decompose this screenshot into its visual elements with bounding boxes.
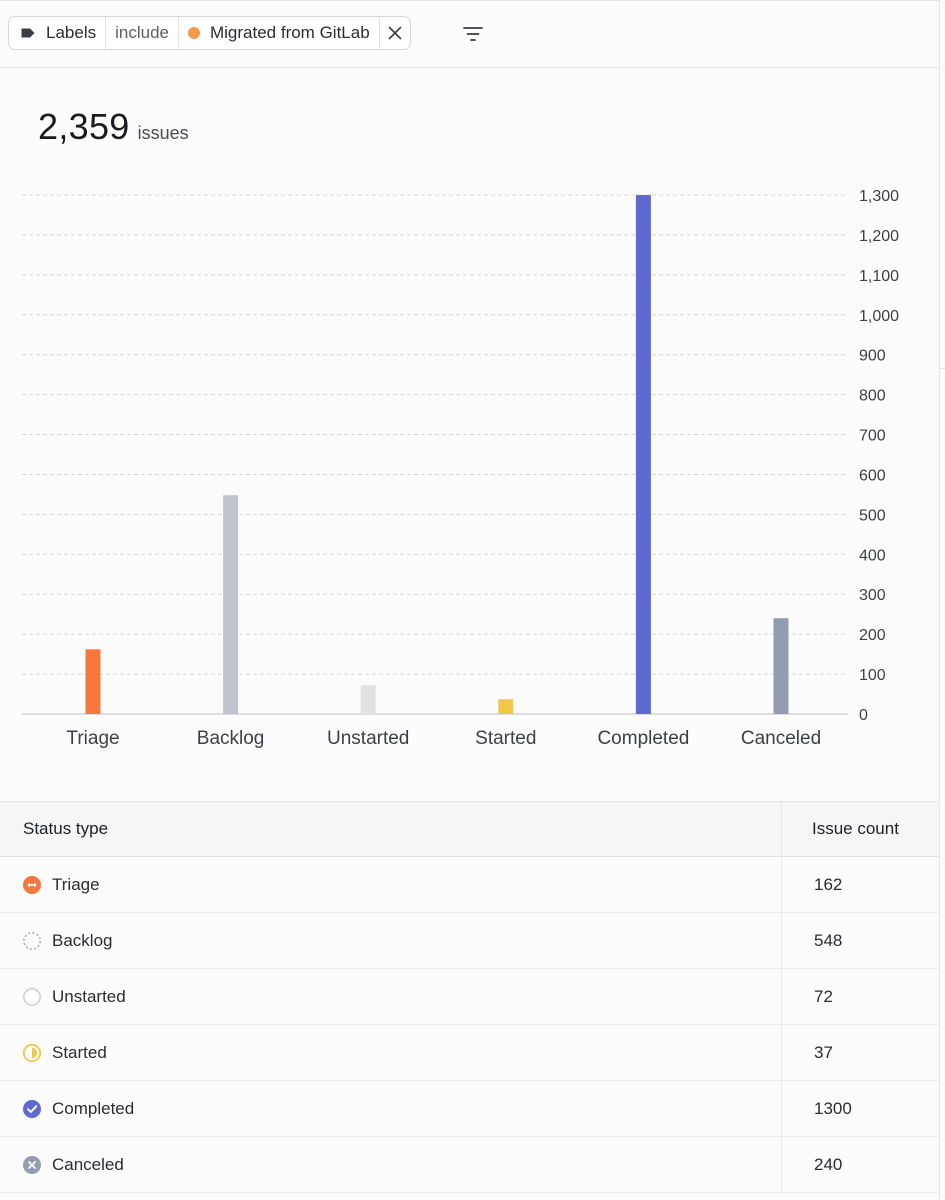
- remove-filter-button[interactable]: [380, 17, 410, 49]
- x-tick-label: Backlog: [197, 728, 265, 749]
- filter-operator-label: include: [115, 23, 169, 42]
- column-divider: [781, 1025, 782, 1080]
- issue-total: 2,359 issues: [38, 106, 189, 148]
- canceled-icon: [23, 1155, 41, 1174]
- y-tick-label: 1,000: [859, 308, 899, 325]
- status-label: Started: [52, 1042, 107, 1062]
- bar-triage[interactable]: [85, 649, 101, 714]
- status-cell: Backlog: [22, 931, 112, 951]
- issue-total-unit: issues: [137, 123, 189, 143]
- y-tick-label: 800: [859, 388, 886, 405]
- y-tick-label: 600: [859, 467, 886, 484]
- x-tick-label: Triage: [66, 728, 119, 749]
- status-label: Unstarted: [52, 986, 126, 1006]
- backlog-icon: [22, 931, 42, 950]
- column-divider: [781, 1137, 782, 1192]
- status-label: Completed: [52, 1098, 135, 1118]
- status-cell: Completed: [22, 1099, 134, 1119]
- column-divider: [781, 969, 782, 1024]
- bar-canceled[interactable]: [773, 618, 789, 714]
- issue-count: 240: [814, 1154, 843, 1174]
- filter-field-label: Labels: [46, 23, 97, 42]
- bar-unstarted[interactable]: [360, 685, 376, 714]
- x-tick-label: Unstarted: [327, 728, 409, 749]
- y-tick-label: 0: [859, 707, 868, 724]
- status-cell: Unstarted: [22, 987, 126, 1007]
- filter-operator[interactable]: include: [106, 17, 179, 49]
- unstarted-icon: [22, 987, 42, 1006]
- table-row-backlog[interactable]: Backlog 548: [0, 913, 939, 969]
- y-tick-label: 700: [859, 428, 886, 445]
- status-cell: Started: [22, 1043, 107, 1063]
- column-divider: [781, 1081, 782, 1136]
- table-row-unstarted[interactable]: Unstarted 72: [0, 969, 939, 1025]
- right-edge-divider: [939, 0, 940, 1200]
- y-tick-label: 500: [859, 507, 886, 524]
- table-row-completed[interactable]: Completed 1300: [0, 1081, 939, 1137]
- status-label: Triage: [52, 874, 100, 894]
- filter-bar: Labels include Migrated from GitLab: [0, 0, 939, 68]
- table-row-canceled[interactable]: Canceled 240: [0, 1137, 939, 1193]
- y-tick-label: 400: [859, 547, 886, 564]
- status-bar-chart: 0 100 200 300 400 500 600 700 800 900 1,000 1,100 1,…: [22, 188, 899, 749]
- started-icon: [22, 1043, 42, 1062]
- status-label: Backlog: [52, 930, 113, 950]
- issue-count: 1300: [814, 1098, 852, 1118]
- issue-count: 37: [814, 1042, 833, 1062]
- y-tick-label: 200: [859, 627, 886, 644]
- x-tick-label: Started: [475, 728, 536, 749]
- status-cell: Triage: [22, 875, 100, 895]
- triage-icon: [23, 875, 41, 894]
- x-tick-label: Completed: [597, 728, 689, 749]
- y-tick-label: 1,200: [859, 228, 899, 245]
- column-divider: [781, 857, 782, 912]
- y-tick-label: 1,100: [859, 268, 899, 285]
- label-color-dot: [187, 27, 200, 39]
- issue-count: 548: [814, 930, 843, 950]
- label-tag-icon: [21, 28, 35, 38]
- status-table: Status type Issue count Triage 162 Backl…: [0, 801, 939, 1193]
- status-cell: Canceled: [22, 1155, 124, 1175]
- table-row-started[interactable]: Started 37: [0, 1025, 939, 1081]
- filter-value[interactable]: Migrated from GitLab: [179, 17, 380, 49]
- bar-backlog[interactable]: [223, 495, 239, 714]
- table-row-triage[interactable]: Triage 162: [0, 857, 939, 913]
- x-tick-label: Canceled: [741, 728, 821, 749]
- status-label: Canceled: [52, 1154, 124, 1174]
- issue-count-header[interactable]: Issue count: [812, 819, 899, 838]
- issue-count: 162: [814, 874, 843, 894]
- y-tick-label: 1,300: [859, 188, 899, 205]
- top-border: [0, 0, 939, 1]
- y-tick-label: 300: [859, 587, 886, 604]
- filter-field[interactable]: Labels: [9, 17, 107, 49]
- issue-count: 72: [814, 986, 833, 1006]
- filter-options-icon[interactable]: [461, 22, 485, 46]
- column-divider: [781, 913, 782, 968]
- y-tick-label: 100: [859, 667, 886, 684]
- right-edge-stub: [940, 368, 945, 369]
- bar-started[interactable]: [498, 699, 514, 714]
- completed-icon: [23, 1099, 41, 1118]
- filter-value-label: Migrated from GitLab: [209, 23, 370, 42]
- filter-chip: Labels include Migrated from GitLab: [8, 16, 411, 50]
- status-type-header[interactable]: Status type: [23, 819, 109, 838]
- close-icon: [388, 26, 401, 40]
- table-header: Status type Issue count: [0, 802, 939, 857]
- column-divider: [781, 802, 782, 856]
- y-tick-label: 900: [859, 348, 886, 365]
- issue-total-number: 2,359: [38, 106, 130, 147]
- bar-completed[interactable]: [635, 195, 651, 714]
